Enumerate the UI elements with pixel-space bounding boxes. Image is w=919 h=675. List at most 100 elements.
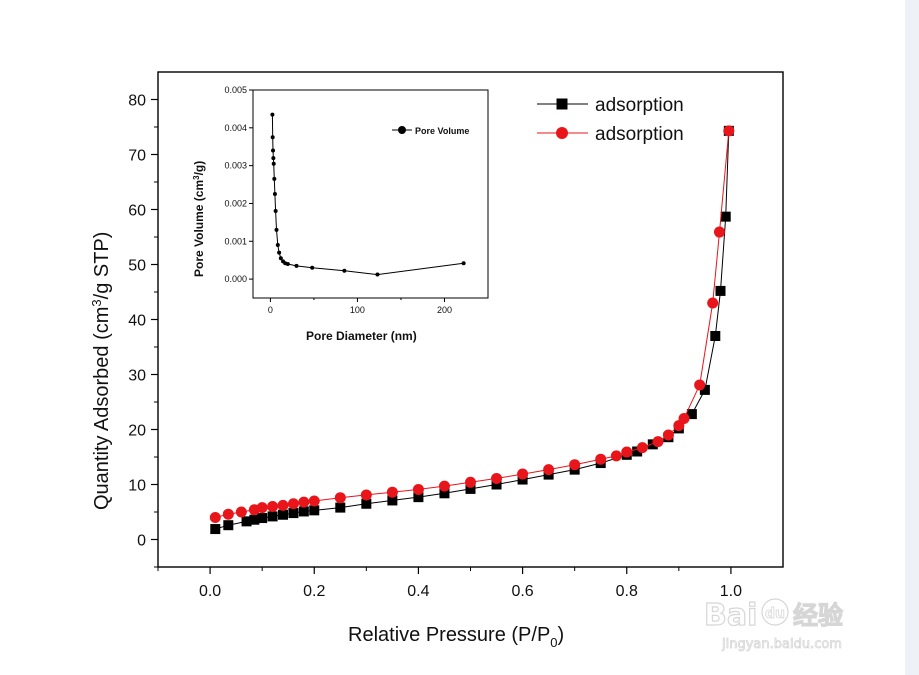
- data-point-square: [710, 331, 721, 341]
- data-point-circle: [386, 486, 398, 498]
- y-tick-label: 50: [128, 258, 146, 275]
- data-point-square: [249, 514, 260, 525]
- inset-x-tick-label: 0: [268, 305, 273, 315]
- inset-data-point: [277, 250, 282, 255]
- inset-data-point: [285, 261, 290, 266]
- inset-x-axis-title: Pore Diameter (nm): [306, 329, 417, 343]
- data-point-circle: [707, 297, 719, 309]
- inset-y-axis-title-tail: /g): [192, 161, 206, 176]
- y-tick-label: 0: [137, 533, 146, 550]
- data-point-square: [699, 384, 710, 395]
- data-point-circle: [298, 496, 310, 508]
- y-tick-label: 20: [128, 423, 146, 440]
- data-point-circle: [713, 226, 725, 238]
- x-tick-label: 1.0: [720, 583, 742, 600]
- data-point-square: [715, 285, 726, 296]
- inset-y-axis-title-sup: 3: [192, 175, 201, 180]
- pore-volume-series: [270, 112, 466, 277]
- data-point-circle: [723, 125, 735, 137]
- data-point-circle: [334, 492, 346, 504]
- y-axis-title: Quantity Adsorbed (cm3/g STP): [89, 232, 113, 510]
- inset-legend: Pore Volume: [392, 126, 469, 136]
- y-tick-label: 60: [128, 203, 146, 220]
- y-tick-label: 30: [128, 368, 146, 385]
- legend-marker-1: [556, 127, 568, 139]
- x-tick-label: 0.2: [303, 583, 325, 600]
- x-tick-label: 0.6: [511, 583, 533, 600]
- inset-data-point: [274, 227, 279, 232]
- inset-y-tick-label: 0.000: [224, 274, 247, 284]
- inset-y-tick-label: 0.003: [224, 161, 247, 171]
- inset-data-point: [270, 112, 275, 117]
- inset-y-tick-label: 0.001: [224, 236, 247, 246]
- x-axis-title-main: Relative Pressure (P/P: [348, 624, 550, 646]
- data-point-circle: [256, 502, 268, 514]
- data-point-square: [491, 479, 502, 490]
- inset-x-tick-label: 100: [350, 305, 365, 315]
- watermark-logo-text: Bai: [704, 598, 757, 633]
- legend-marker-0: [556, 98, 568, 110]
- data-point-square: [632, 446, 643, 457]
- data-point-circle: [412, 483, 424, 495]
- data-point-circle: [621, 446, 633, 458]
- watermark-logo-bai: Bai: [704, 598, 757, 633]
- watermark-cn-text: 经验: [793, 601, 843, 630]
- svg-text:du: du: [765, 606, 785, 622]
- data-point-square: [413, 492, 424, 503]
- inset-data-point: [272, 176, 277, 181]
- data-point-square: [210, 524, 221, 535]
- data-point-circle: [222, 508, 234, 520]
- data-point-circle: [209, 512, 221, 523]
- x-axis-title: Relative Pressure (P/P0): [348, 624, 564, 650]
- data-point-circle: [438, 480, 450, 492]
- data-point-square: [465, 483, 476, 494]
- data-point-square: [241, 516, 252, 527]
- data-point-square: [720, 211, 731, 222]
- inset-data-point: [461, 261, 466, 266]
- watermark-url: jingyan.baidu.com: [721, 637, 842, 652]
- inset-data-point: [271, 161, 276, 166]
- data-point-circle: [465, 476, 476, 488]
- data-point-square: [267, 511, 278, 522]
- x-tick-label: 0.8: [616, 583, 638, 600]
- data-point-circle: [543, 464, 555, 476]
- y-tick-label: 10: [128, 478, 146, 495]
- inset-y-tick-label: 0.004: [224, 123, 247, 133]
- data-point-square: [335, 502, 346, 513]
- data-point-square: [278, 509, 288, 520]
- data-point-circle: [569, 459, 581, 471]
- data-point-circle: [360, 489, 372, 501]
- inset-y-tick-label: 0.005: [224, 85, 247, 95]
- data-point-circle: [610, 450, 622, 462]
- adsorption-series-red: [209, 125, 735, 523]
- y-axis-title-tail: /g STP): [91, 232, 113, 300]
- inset-data-point: [271, 156, 276, 161]
- data-point-square: [361, 498, 372, 509]
- inset-data-point: [273, 209, 278, 214]
- x-tick-label: 0.0: [199, 583, 221, 600]
- page-right-strip: [905, 0, 919, 675]
- inset-data-point: [310, 265, 315, 270]
- watermark-paw-icon: du: [761, 598, 789, 626]
- data-point-circle: [694, 379, 706, 391]
- x-axis-title-close: ): [558, 624, 565, 646]
- y-tick-label: 40: [128, 313, 146, 330]
- inset-axis-ticks: 0 100 200 0.000 0.001 0.002 0.003 0.004 0.005: [224, 85, 452, 315]
- data-point-circle: [491, 472, 503, 484]
- data-point-square: [257, 513, 268, 524]
- inset-data-point: [375, 272, 380, 277]
- y-tick-label: 80: [128, 93, 146, 110]
- data-point-square: [223, 520, 234, 531]
- legend-label-1: adsorption: [595, 124, 684, 145]
- baidu-jingyan-watermark: Bai du 经验 jingyan.baidu.com: [703, 597, 843, 652]
- data-point-square: [309, 505, 320, 516]
- inset-plot-frame: [252, 89, 489, 299]
- data-point-circle: [636, 442, 648, 454]
- data-point-square: [439, 488, 450, 499]
- data-point-square: [288, 508, 299, 519]
- data-point-square: [298, 506, 309, 517]
- data-point-circle: [267, 501, 279, 512]
- data-point-circle: [517, 468, 529, 480]
- x-tick-label: 0.4: [407, 583, 429, 600]
